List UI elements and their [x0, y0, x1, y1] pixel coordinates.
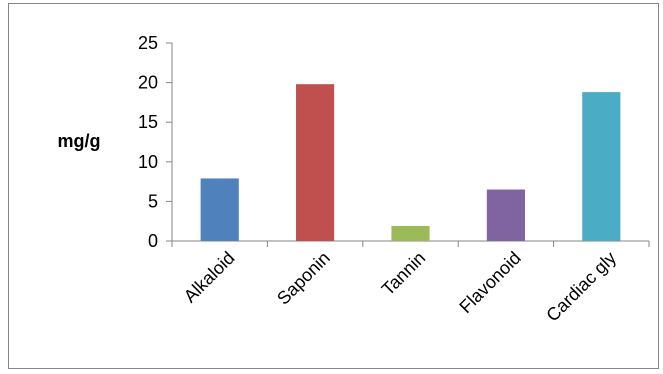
bar-cardiac-gly [582, 92, 621, 241]
y-tick-label: 5 [148, 191, 158, 211]
bar-saponin [296, 84, 335, 242]
x-category-label: Saponin [273, 248, 334, 309]
y-tick-label: 20 [138, 73, 158, 93]
y-tick-label: 0 [148, 231, 158, 251]
y-tick-label: 10 [138, 152, 158, 172]
x-category-label: Tannin [378, 248, 430, 300]
x-category-label: Alkaloid [180, 248, 239, 307]
y-tick-label: 15 [138, 112, 158, 132]
bar-tannin [391, 225, 430, 241]
bar-alkaloid [200, 178, 239, 241]
x-category-label: Cardiac gly [542, 248, 620, 326]
bar-flavonoid [486, 189, 525, 241]
y-tick-label: 25 [138, 33, 158, 53]
y-axis-label: mg/g [58, 131, 101, 151]
x-category-label: Flavonoid [455, 248, 524, 317]
